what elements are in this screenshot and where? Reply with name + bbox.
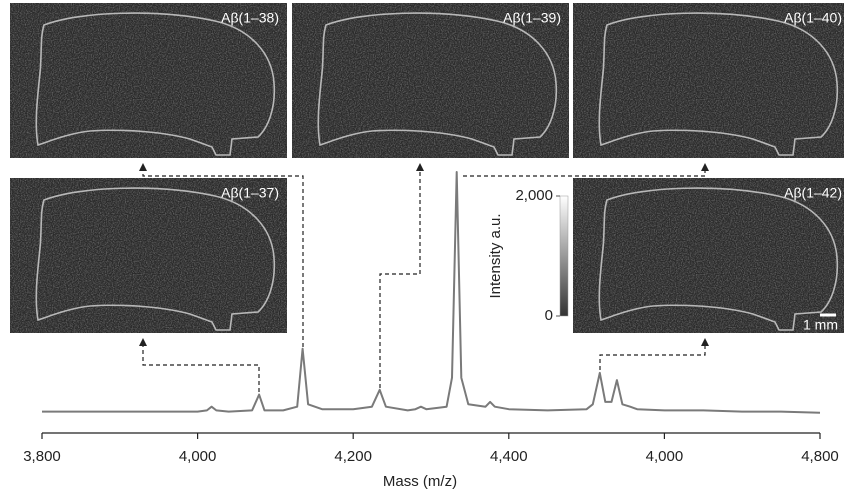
x-tick-label: 4,000 [179,448,217,465]
image-panel: Aβ(1–38) [10,3,287,158]
panel-noise [573,3,844,158]
x-tick-label: 3,800 [23,448,61,465]
spectrum-line [42,171,821,414]
x-tick-label: 4,000 [646,448,684,465]
tissue-outline [598,187,839,331]
tissue-outline [35,187,276,331]
panel-noise [573,178,844,333]
panel-noise [10,3,287,158]
tissue-outline [598,12,839,156]
connectors [139,163,709,392]
connector [379,170,421,388]
arrowheads [139,163,709,346]
image-panel: Aβ(1–42) [573,178,844,333]
panel-label: Aβ(1–39) [503,10,561,26]
tissue-outline [35,12,276,156]
colorbar-tick-label: 2,000 [515,187,553,204]
panel-label: Aβ(1–42) [784,185,842,201]
panels: Aβ(1–38) Aβ(1–39) Aβ(1–40) Aβ(1–37) Aβ(1–42) [10,3,844,333]
panel-noise [10,178,287,333]
colorbar-tick-label: 0 [545,307,553,324]
x-tick-label: 4,200 [334,448,372,465]
colorbar-gradient [559,195,569,317]
x-tick-label: 4,800 [801,448,839,465]
panel-label: Aβ(1–38) [221,10,279,26]
panel-label: Aβ(1–37) [221,185,279,201]
image-panel: Aβ(1–40) [573,3,844,158]
image-panel: Aβ(1–39) [292,3,569,158]
connector [463,170,706,177]
scale-bar-label: 1 mm [803,317,838,333]
connector [599,345,706,370]
colorbar-label: Intensity a.u. [487,213,504,298]
panel-label: Aβ(1–40) [784,10,842,26]
panel-noise [292,3,569,158]
connector [142,170,304,347]
image-panel: Aβ(1–37) [10,178,287,333]
connector [142,345,260,392]
tissue-outline [317,12,558,156]
x-axis-label: Mass (m/z) [383,473,457,490]
colorbar: Intensity a.u. [487,195,569,317]
x-tick-label: 4,400 [490,448,528,465]
